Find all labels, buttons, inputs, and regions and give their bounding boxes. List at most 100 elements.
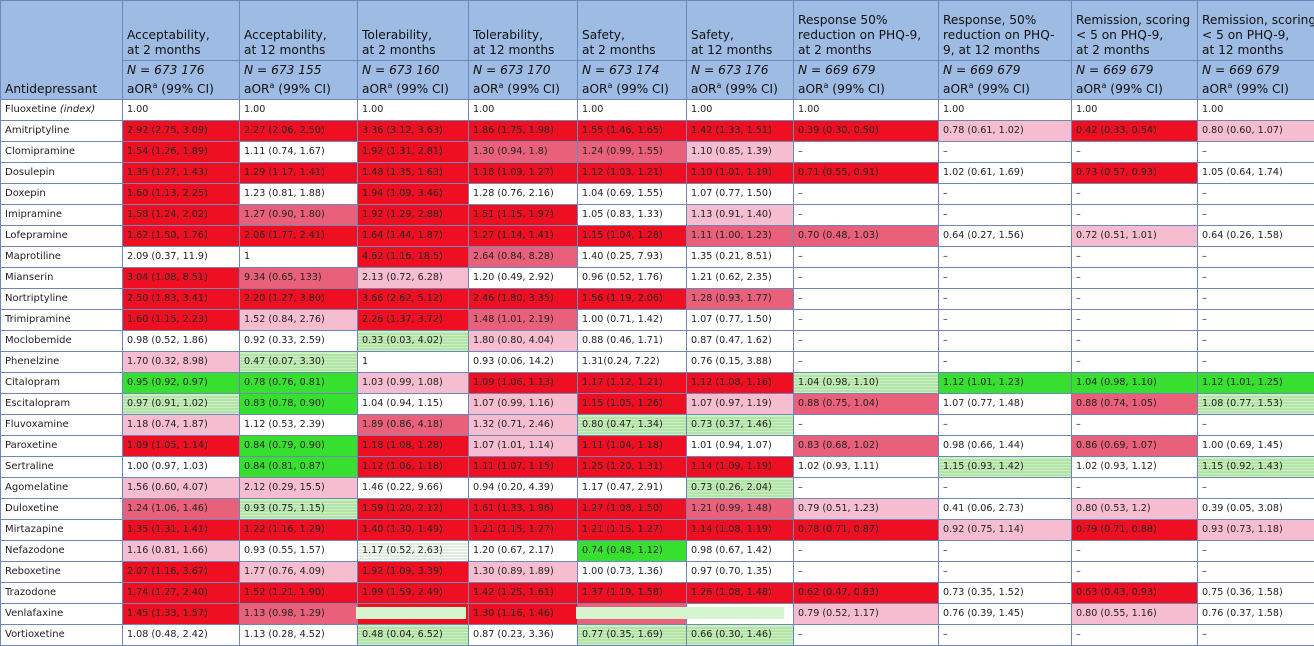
- result-cell: 0.47 (0.07, 3.30): [240, 352, 358, 373]
- result-cell: 1.07 (0.77, 1.50): [687, 310, 794, 331]
- result-cell: 1.21 (1.15, 1.27): [469, 520, 578, 541]
- ci-label: (99% CI): [503, 82, 559, 96]
- result-cell: 1.12 (1.06, 1.18): [358, 457, 469, 478]
- result-cell: 1.37 (1.19, 1.58): [578, 583, 687, 604]
- result-cell: –: [794, 247, 939, 268]
- result-cell: 0.33 (0.03, 4.02): [358, 331, 469, 352]
- drug-name: Citalopram: [5, 377, 60, 388]
- result-cell: 1.35 (0.21, 8.51): [687, 247, 794, 268]
- result-cell: 2.06 (1.77, 2.41): [240, 226, 358, 247]
- result-cell: 1.56 (1.19, 2.06): [578, 289, 687, 310]
- result-cell: 3.66 (2.62, 5.12): [358, 289, 469, 310]
- drug-name-cell: Mianserin: [1, 268, 123, 289]
- ci-label: (99% CI): [1106, 82, 1162, 96]
- result-cell: 1.22 (1.16, 1.29): [240, 520, 358, 541]
- drug-name: Nortriptyline: [5, 293, 68, 304]
- result-cell: 1.15 (0.93, 1.42): [939, 457, 1072, 478]
- result-cell: 1.00: [123, 100, 240, 121]
- result-cell: 0.88 (0.46, 1.71): [578, 331, 687, 352]
- drug-name-cell: Reboxetine: [1, 562, 123, 583]
- result-cell: –: [939, 205, 1072, 226]
- measure-name: aOR: [1202, 82, 1228, 96]
- highlight-extension: [356, 607, 466, 619]
- drug-name-cell: Duloxetine: [1, 499, 123, 520]
- measure-label: aORa (99% CI): [127, 78, 235, 97]
- drug-name-cell: Mirtazapine: [1, 520, 123, 541]
- result-cell: 1.07 (0.97, 1.19): [687, 394, 794, 415]
- result-cell: 1.00: [578, 100, 687, 121]
- result-cell: 1.00 (0.69, 1.45): [1198, 436, 1314, 457]
- result-cell: 0.84 (0.79, 0.90): [240, 436, 358, 457]
- column-title-line: Response, 50%: [943, 13, 1067, 28]
- drug-name: Imipramine: [5, 209, 62, 220]
- result-cell: –: [1198, 310, 1314, 331]
- drug-name: Phenelzine: [5, 356, 59, 367]
- drug-name: Clomipramine: [5, 146, 75, 157]
- result-cell: 1.27 (0.90, 1.80): [240, 205, 358, 226]
- result-cell: –: [1072, 268, 1198, 289]
- header-corner: [1, 1, 123, 61]
- result-cell: 1.11 (1.00, 1.23): [687, 226, 794, 247]
- result-cell: 0.83 (0.78, 0.90): [240, 394, 358, 415]
- result-cell: 1.70 (0.32, 8.98): [123, 352, 240, 373]
- result-cell: 0.80 (0.53, 1.2): [1072, 499, 1198, 520]
- result-cell: 9.34 (0.65, 133): [240, 268, 358, 289]
- result-cell: 0.64 (0.27, 1.56): [939, 226, 1072, 247]
- ci-label: (99% CI): [392, 82, 448, 96]
- result-cell: –: [1198, 142, 1314, 163]
- result-cell: 1.30 (0.89, 1.89): [469, 562, 578, 583]
- column-title-line: Tolerability,: [362, 28, 464, 43]
- result-cell: –: [794, 415, 939, 436]
- result-cell: 1.00: [1072, 100, 1198, 121]
- result-cell: 0.92 (0.75, 1.14): [939, 520, 1072, 541]
- result-cell: 1.15 (1.04, 1.28): [578, 226, 687, 247]
- result-cell: 1.02 (0.61, 1.69): [939, 163, 1072, 184]
- result-cell: –: [1072, 289, 1198, 310]
- result-cell: 2.09 (0.37, 11.9): [123, 247, 240, 268]
- result-cell: –: [794, 289, 939, 310]
- result-cell: 0.98 (0.66, 1.44): [939, 436, 1072, 457]
- drug-name-cell: Agomelatine: [1, 478, 123, 499]
- result-cell: 0.86 (0.69, 1.07): [1072, 436, 1198, 457]
- result-cell: 0.78 (0.76, 0.81): [240, 373, 358, 394]
- result-cell: 1.03 (0.99, 1.08): [358, 373, 469, 394]
- result-cell: 1.27 (1.14, 1.41): [469, 226, 578, 247]
- ci-label: (99% CI): [157, 82, 213, 96]
- result-cell: 1.28 (0.76, 2.16): [469, 184, 578, 205]
- result-cell: 1: [358, 352, 469, 373]
- result-cell: 1.24 (0.99, 1.55): [578, 142, 687, 163]
- result-cell: 1.29 (1.17, 1.41): [240, 163, 358, 184]
- column-title: Acceptability,at 2 months: [123, 1, 240, 61]
- result-cell: 0.62 (0.47, 0.83): [794, 583, 939, 604]
- result-cell: –: [939, 562, 1072, 583]
- result-cell: 1.04 (0.69, 1.55): [578, 184, 687, 205]
- result-cell: –: [1072, 478, 1198, 499]
- result-cell: –: [1072, 310, 1198, 331]
- result-cell: –: [1072, 142, 1198, 163]
- result-cell: 1.14 (1.09, 1.19): [687, 457, 794, 478]
- result-cell: 1.52 (0.84, 2.76): [240, 310, 358, 331]
- result-cell: 0.39 (0.30, 0.50): [794, 121, 939, 142]
- result-cell: 2.26 (1.37, 3.72): [358, 310, 469, 331]
- result-cell: 0.93 (0.06, 14.2): [469, 352, 578, 373]
- result-cell: 2.07 (1.16, 3.67): [123, 562, 240, 583]
- column-title: Tolerability,at 12 months: [469, 1, 578, 61]
- drug-name-cell: Maprotiline: [1, 247, 123, 268]
- drug-name-cell: Imipramine: [1, 205, 123, 226]
- result-cell: 1.02 (0.93, 1.12): [1072, 457, 1198, 478]
- result-cell: 1.77 (0.76, 4.09): [240, 562, 358, 583]
- table-row: Phenelzine 1.70 (0.32, 8.98)0.47 (0.07, 3…: [1, 352, 1314, 373]
- result-cell: 0.71 (0.55, 0.91): [794, 163, 939, 184]
- result-cell: 1.00 (0.73, 1.36): [578, 562, 687, 583]
- drug-name-cell: Nefazodone: [1, 541, 123, 562]
- result-cell: –: [1198, 247, 1314, 268]
